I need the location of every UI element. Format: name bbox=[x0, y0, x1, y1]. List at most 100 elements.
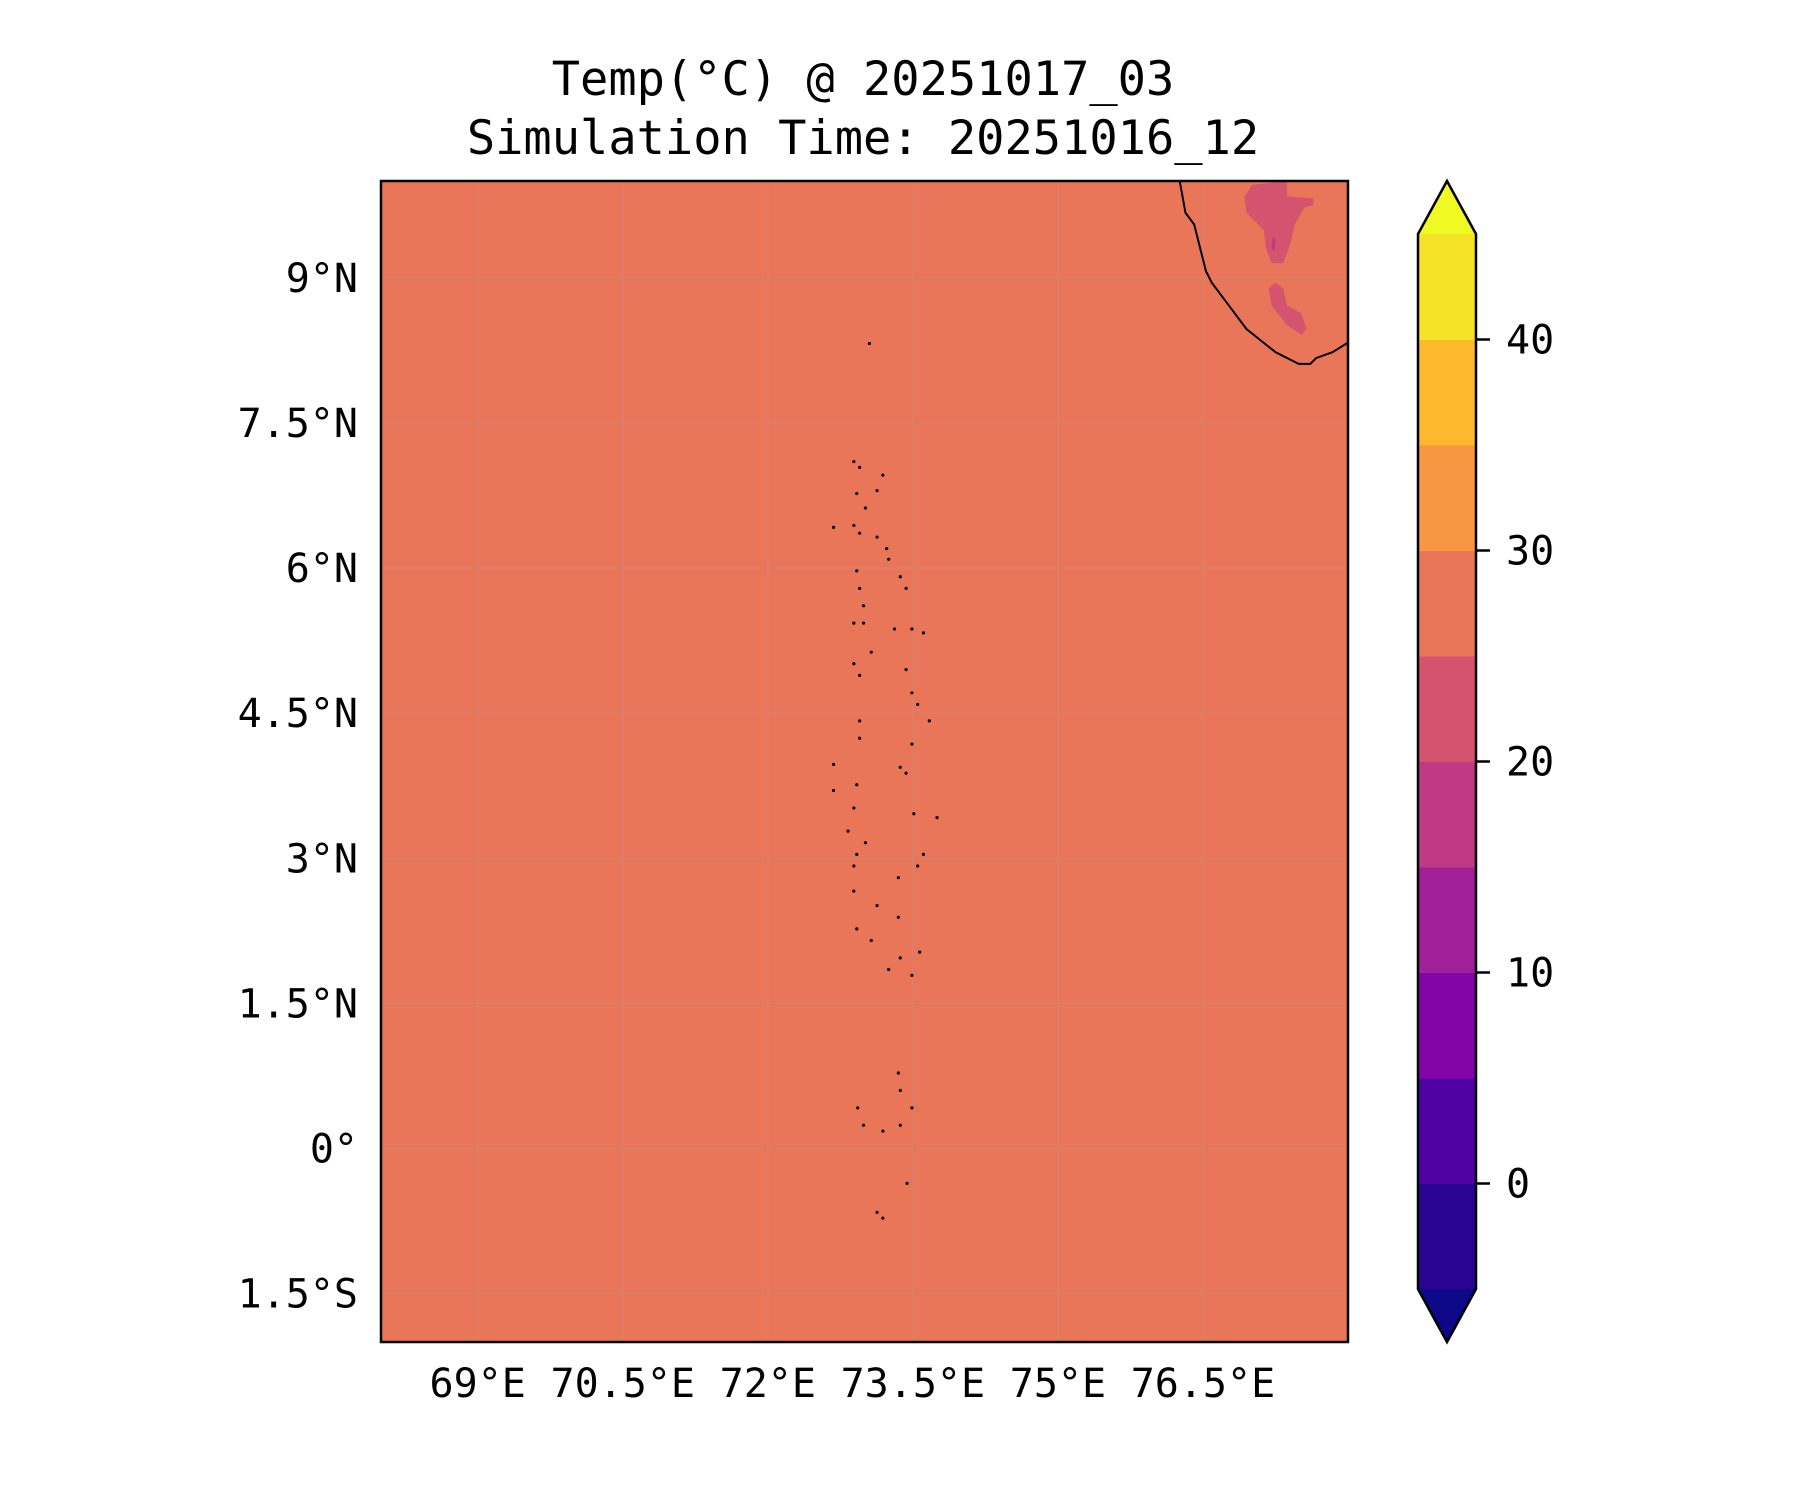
island-outline bbox=[896, 876, 900, 880]
contour-region-20-25 bbox=[1268, 282, 1307, 335]
island-outline bbox=[869, 938, 873, 943]
colorbar-band bbox=[1418, 1078, 1476, 1184]
island-outline bbox=[887, 557, 891, 561]
island-outline bbox=[912, 812, 916, 816]
island-outline bbox=[852, 662, 856, 666]
x-tick-label: 75°E bbox=[1010, 1361, 1106, 1407]
colorbar-tick-label: 30 bbox=[1506, 529, 1554, 575]
colorbar-tick-label: 20 bbox=[1506, 740, 1554, 786]
island-outline bbox=[881, 473, 885, 477]
island-outline bbox=[852, 459, 856, 464]
map-plot-area bbox=[379, 179, 1350, 1344]
island-outline bbox=[855, 927, 859, 931]
y-tick-label: 0° bbox=[310, 1127, 358, 1173]
island-outline bbox=[910, 691, 914, 695]
island-outline bbox=[887, 967, 891, 972]
x-tick-label: 72°E bbox=[720, 1361, 816, 1407]
island-outline bbox=[910, 1106, 914, 1110]
island-outline bbox=[904, 667, 908, 672]
contour-region-20-25 bbox=[1244, 181, 1314, 264]
y-tick-label: 1.5°S bbox=[238, 1272, 358, 1318]
island-outline bbox=[855, 491, 859, 496]
colorbar-band bbox=[1418, 445, 1476, 551]
island-outline bbox=[881, 1216, 885, 1220]
colorbar-band bbox=[1418, 972, 1476, 1079]
x-tick-label: 76.5°E bbox=[1131, 1361, 1276, 1407]
island-outline bbox=[858, 531, 862, 535]
y-tick-label: 4.5°N bbox=[238, 691, 358, 737]
island-outline bbox=[863, 506, 868, 510]
island-outline bbox=[918, 950, 922, 954]
island-outline bbox=[852, 889, 856, 893]
colorbar-tick-label: 0 bbox=[1506, 1162, 1530, 1208]
island-outline bbox=[898, 956, 902, 960]
x-tick-label: 69°E bbox=[430, 1361, 526, 1407]
island-outline bbox=[858, 673, 862, 677]
y-tick-label: 7.5°N bbox=[238, 401, 358, 447]
x-tick-label: 73.5°E bbox=[841, 1361, 986, 1407]
island-outline bbox=[896, 915, 900, 919]
island-outline bbox=[927, 719, 931, 723]
island-outline bbox=[875, 1210, 879, 1214]
map-layers bbox=[381, 181, 1348, 1342]
island-outline bbox=[855, 783, 859, 787]
island-outline bbox=[875, 535, 879, 539]
colorbar-band bbox=[1418, 867, 1476, 973]
island-outline bbox=[869, 650, 873, 654]
island-outline bbox=[867, 341, 871, 346]
colorbar-tick-label: 40 bbox=[1506, 318, 1554, 364]
island-outline bbox=[921, 852, 926, 856]
y-axis-ticks: 9°N 7.5°N 6°N 4.5°N 3°N 1.5°N 0° 1.5°S bbox=[238, 256, 358, 1318]
island-outline bbox=[885, 547, 889, 551]
island-outline bbox=[910, 742, 914, 746]
y-tick-label: 3°N bbox=[286, 836, 358, 882]
plot-frame bbox=[379, 179, 1350, 1344]
island-outline bbox=[910, 627, 914, 631]
island-outline bbox=[831, 525, 836, 529]
y-tick-label: 6°N bbox=[286, 546, 358, 592]
island-outline bbox=[852, 523, 856, 528]
island-outline bbox=[863, 841, 868, 845]
island-outline bbox=[858, 736, 862, 740]
colorbar-band bbox=[1418, 761, 1476, 868]
y-tick-label: 1.5°N bbox=[238, 981, 358, 1027]
island-outline bbox=[910, 973, 914, 977]
colorbar-extend-max bbox=[1418, 181, 1476, 234]
island-outline bbox=[904, 771, 908, 775]
island-outline bbox=[858, 465, 862, 469]
colorbar-band bbox=[1418, 1183, 1476, 1290]
colorbar-extend-min bbox=[1418, 1289, 1476, 1342]
island-outline bbox=[831, 762, 836, 767]
island-outline bbox=[875, 489, 879, 493]
island-outline bbox=[875, 904, 879, 908]
island-outline bbox=[855, 852, 859, 856]
island-outline bbox=[861, 604, 866, 608]
island-outline bbox=[852, 806, 856, 810]
island-outline bbox=[858, 586, 862, 590]
colorbar-tick-label: 10 bbox=[1506, 951, 1554, 997]
x-axis-ticks: 69°E 70.5°E 72°E 73.5°E 75°E 76.5°E bbox=[430, 1361, 1276, 1407]
island-outline bbox=[861, 1123, 866, 1127]
india-coastline bbox=[1178, 181, 1348, 365]
island-outline bbox=[831, 788, 836, 793]
island-outline bbox=[846, 829, 850, 833]
chart-title-line1: Temp(°C) @ 20251017_03 bbox=[552, 52, 1175, 107]
island-outline bbox=[881, 1129, 885, 1133]
chart-title-line2: Simulation Time: 20251016_12 bbox=[467, 111, 1259, 166]
colorbar-outline bbox=[1416, 178, 1478, 1345]
island-outline bbox=[892, 627, 897, 631]
island-outline bbox=[858, 719, 862, 723]
island-outline bbox=[935, 816, 939, 820]
island-outline bbox=[898, 1123, 902, 1127]
island-outline bbox=[916, 864, 920, 868]
island-outline bbox=[921, 631, 926, 635]
island-outline bbox=[904, 586, 908, 590]
colorbar-band bbox=[1418, 656, 1476, 762]
island-outline bbox=[861, 621, 866, 625]
colorbar-band bbox=[1418, 550, 1476, 657]
island-outline bbox=[905, 1181, 909, 1185]
y-tick-label: 9°N bbox=[286, 256, 358, 302]
x-tick-label: 70.5°E bbox=[551, 1361, 696, 1407]
island-outline bbox=[896, 1071, 900, 1075]
